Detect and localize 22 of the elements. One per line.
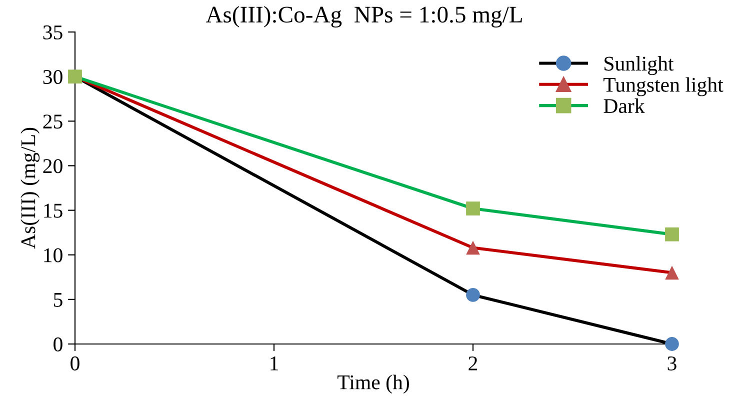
y-tick-label: 0 — [54, 337, 62, 352]
y-tick-label: 10 — [44, 248, 62, 262]
point — [466, 202, 480, 216]
point — [665, 227, 679, 242]
y-tick-label: 5 — [54, 293, 62, 307]
y-axis-title: As(III) (mg/L) — [20, 128, 40, 249]
point — [466, 288, 480, 302]
chart-title: As(III):Co-Ag NPs = 1:0.5 mg/L — [206, 6, 522, 28]
y-tick-label: 35 — [43, 25, 62, 40]
y-tick-label: 20 — [43, 159, 62, 174]
legend-label: Sunlight — [604, 56, 674, 76]
y-tick-label: 15 — [44, 204, 62, 218]
x-tick-label: 0 — [70, 356, 80, 370]
y-tick-label: 30 — [43, 70, 62, 84]
y-tick-label: 25 — [43, 114, 62, 129]
x-tick-label: 3 — [668, 356, 676, 370]
point — [665, 337, 679, 351]
legend-label: Tungsten light — [604, 77, 724, 96]
x-tick-label: 1 — [270, 356, 278, 370]
x-axis-title: Time (h) — [338, 374, 409, 394]
x-tick-label: 2 — [468, 356, 478, 370]
legend-label: Dark — [604, 98, 645, 114]
